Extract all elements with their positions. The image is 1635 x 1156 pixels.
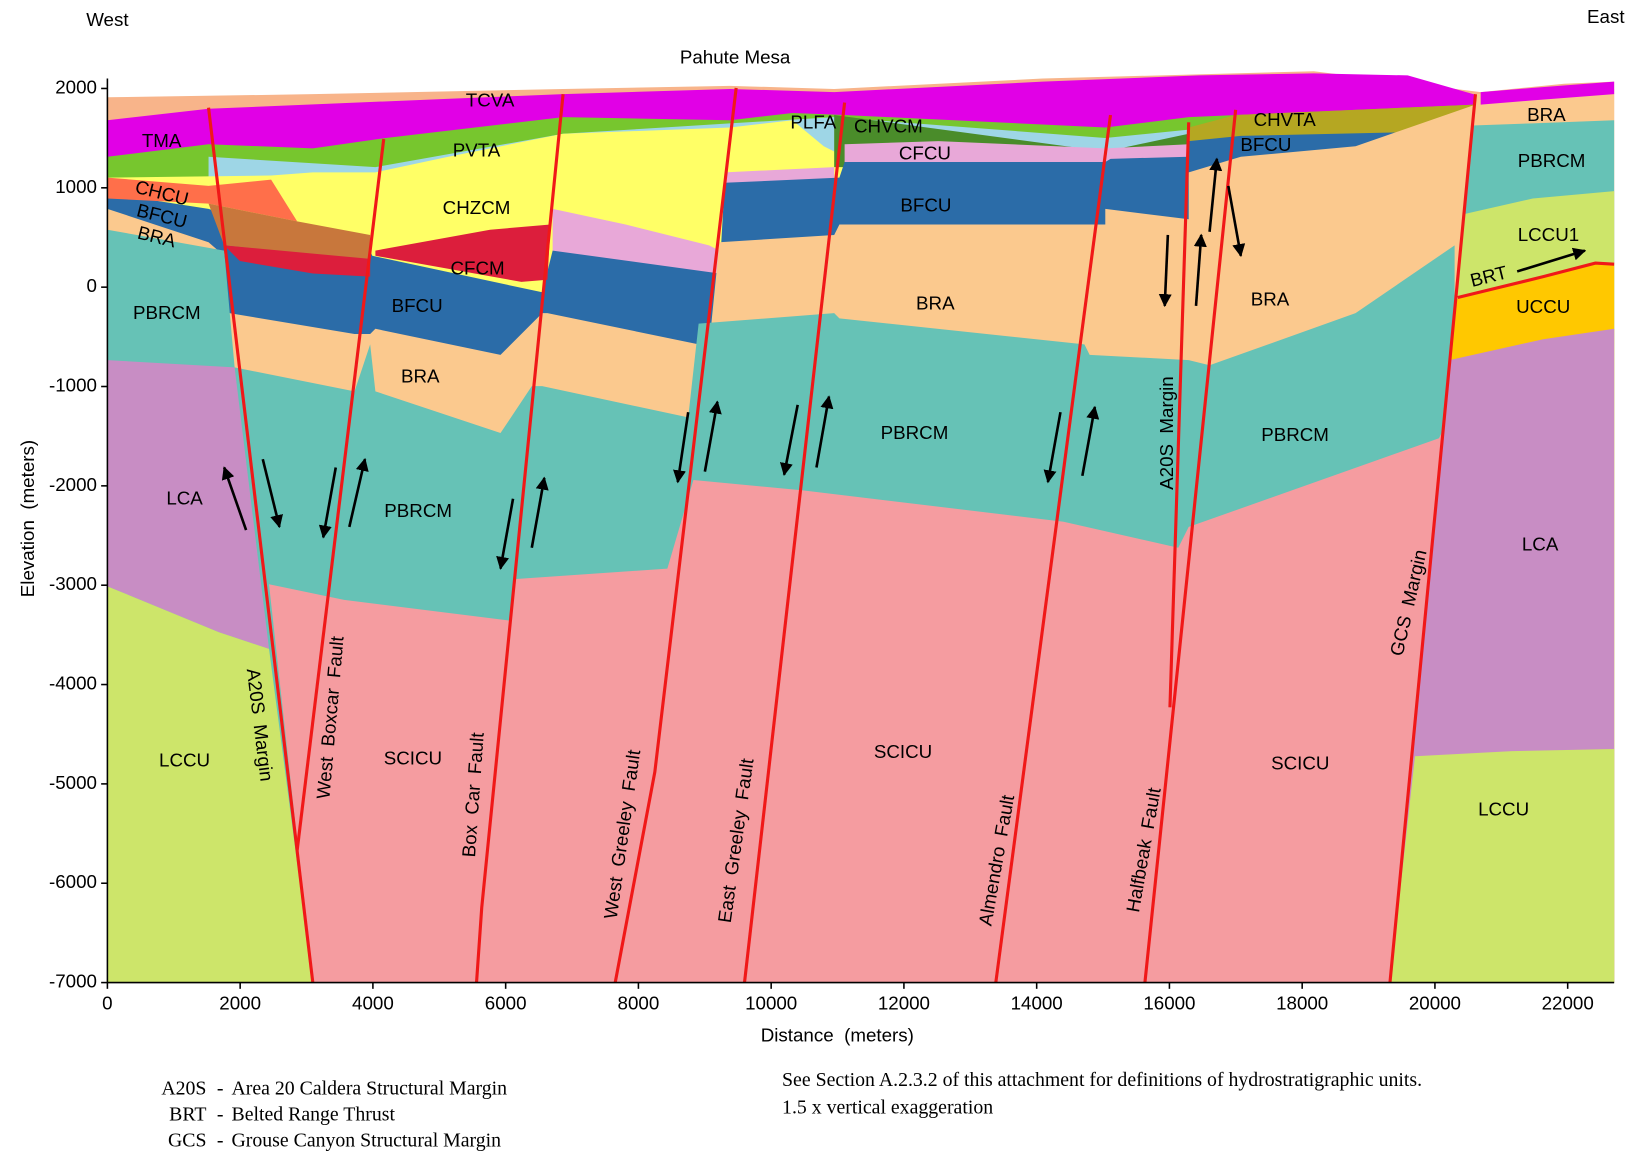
direction-label: East [1587, 6, 1625, 27]
y-tick-label: 2000 [55, 76, 97, 97]
unit-label: BRA [1251, 289, 1290, 310]
unit-label: BRA [401, 366, 440, 387]
unit-label: SCICU [1271, 753, 1329, 774]
x-tick-label: 0 [102, 992, 112, 1013]
strata [107, 71, 1614, 982]
y-tick-label: -6000 [49, 871, 97, 892]
note: 1.5 x vertical exaggeration [782, 1096, 993, 1118]
unit-label: CHVCM [854, 115, 923, 136]
y-tick-label: -4000 [49, 672, 97, 693]
x-tick-label: 18000 [1276, 992, 1328, 1013]
unit-label: SCICU [874, 741, 932, 762]
x-tick-label: 20000 [1409, 992, 1461, 1013]
fault-label: A20S Margin [1156, 376, 1177, 490]
unit-label: TMA [142, 130, 182, 151]
legend-desc: Grouse Canyon Structural Margin [231, 1130, 501, 1152]
legend-sep: - [217, 1130, 224, 1152]
unit-label: TCVA [466, 89, 515, 110]
note: See Section A.2.3.2 of this attachment f… [782, 1069, 1422, 1091]
x-tick-label: 14000 [1011, 992, 1063, 1013]
unit-label: BFCU [900, 195, 951, 216]
legend-sep: - [217, 1078, 224, 1100]
unit-label: PVTA [453, 139, 501, 160]
unit-label: BRA [916, 293, 955, 314]
unit-label: CHZCM [443, 197, 511, 218]
y-tick-label: 1000 [55, 176, 97, 197]
unit-label: LCCU [159, 749, 210, 770]
unit-label: LCA [166, 488, 203, 509]
unit-label: UCCU [1516, 296, 1570, 317]
unit-label: BRA [1527, 104, 1566, 125]
unit-label: CFCU [899, 143, 951, 164]
legend-abbr: A20S [161, 1078, 206, 1100]
legend-desc: Belted Range Thrust [231, 1104, 395, 1126]
unit-label: CFCM [450, 257, 504, 278]
legend-abbr: BRT [169, 1104, 206, 1126]
x-tick-label: 8000 [618, 992, 660, 1013]
x-tick-label: 2000 [219, 992, 261, 1013]
y-tick-label: -3000 [49, 573, 97, 594]
unit-label: LCCU [1478, 798, 1529, 819]
unit-label: BFCU [1240, 134, 1291, 155]
unit-area [1390, 749, 1614, 983]
unit-label: CHVTA [1254, 109, 1317, 130]
x-axis-label: Distance (meters) [761, 1025, 914, 1046]
x-tick-label: 16000 [1143, 992, 1195, 1013]
y-tick-label: 0 [87, 275, 97, 296]
unit-label: LCA [1522, 534, 1559, 555]
unit-label: PBRCM [133, 302, 201, 323]
unit-label: LCCU1 [1518, 224, 1579, 245]
unit-label: PLFA [790, 111, 836, 132]
x-tick-label: 10000 [745, 992, 797, 1013]
x-tick-label: 22000 [1542, 992, 1594, 1013]
x-tick-label: 6000 [485, 992, 527, 1013]
y-tick-label: -7000 [49, 971, 97, 992]
title: Pahute Mesa [680, 47, 791, 68]
unit-label: PBRCM [881, 422, 949, 443]
legend-sep: - [217, 1104, 224, 1126]
legend-abbr: GCS [168, 1130, 207, 1152]
legend-desc: Area 20 Caldera Structural Margin [231, 1078, 507, 1100]
unit-label: SCICU [384, 747, 442, 768]
unit-label: PBRCM [384, 500, 452, 521]
unit-label: PBRCM [1518, 150, 1586, 171]
y-tick-label: -5000 [49, 772, 97, 793]
page: West East Pahute Mesa TCVA TMA PVTA PLFA CHVCM C… [0, 0, 1635, 1156]
y-axis-label: Elevation (meters) [17, 440, 38, 597]
x-tick-label: 4000 [352, 992, 394, 1013]
unit-label: BFCU [392, 295, 443, 316]
y-tick-label: -2000 [49, 474, 97, 495]
y-tick-label: -1000 [49, 374, 97, 395]
x-tick-label: 12000 [878, 992, 930, 1013]
unit-label: PBRCM [1261, 424, 1329, 445]
cross-section: West East Pahute Mesa TCVA TMA PVTA PLFA CHVCM C… [0, 0, 1635, 1156]
direction-label: West [86, 9, 129, 30]
